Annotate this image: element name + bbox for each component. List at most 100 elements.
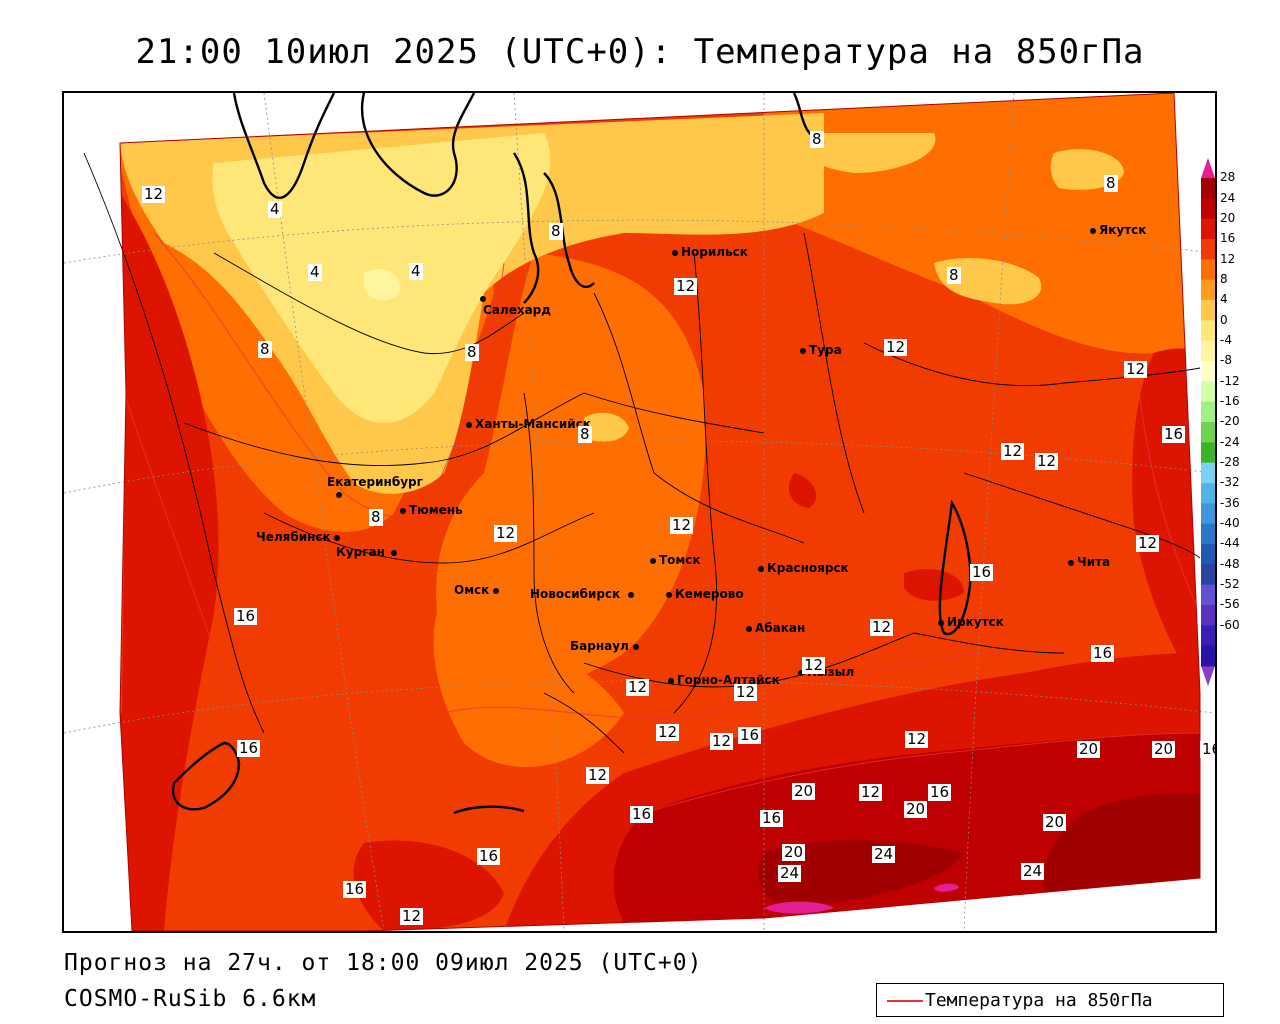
- scale-swatch: [1201, 300, 1215, 321]
- scale-swatch: [1201, 178, 1215, 199]
- contour-label: 16: [760, 809, 784, 827]
- scale-swatch: [1201, 422, 1215, 443]
- scale-swatch: [1201, 645, 1215, 667]
- contour-label: 24: [872, 845, 896, 863]
- scale-label: -40: [1220, 516, 1240, 530]
- scale-swatch: [1201, 239, 1215, 260]
- zone-16-20: [120, 193, 219, 931]
- zone-4-8-hm: [584, 412, 629, 442]
- contour-label: 8: [578, 425, 592, 443]
- scale-label: -36: [1220, 495, 1240, 510]
- contour-label: 12: [710, 732, 734, 750]
- city-khanty-mansiysk: Ханты-Мансийск: [466, 417, 591, 431]
- contour-label: 4: [308, 263, 322, 281]
- scale-swatch: [1201, 625, 1215, 647]
- zone-above-28: [764, 901, 834, 914]
- scale-label: 28: [1220, 170, 1236, 185]
- scale-swatch: [1201, 198, 1215, 220]
- zone-24-28-east: [1043, 793, 1200, 893]
- scale-swatch: [1201, 279, 1215, 301]
- scale-label: 20: [1220, 211, 1236, 225]
- scale-label: -28: [1220, 455, 1240, 469]
- zone-8-12: [436, 253, 706, 691]
- contour-label: 4: [268, 200, 282, 218]
- admin-boundaries: [83, 152, 1201, 754]
- line-legend: Температура на 850гПа: [876, 983, 1224, 1017]
- city-tomsk: Томск: [650, 553, 701, 567]
- scale-label: -16: [1220, 394, 1240, 408]
- city-salekhard: Салехард: [480, 291, 557, 317]
- contour-label: 12: [670, 516, 694, 534]
- scale-label: -8: [1220, 353, 1232, 368]
- contour-label: 16: [234, 607, 258, 625]
- map-canvas: [64, 93, 1215, 931]
- contour-label: 12: [656, 723, 680, 741]
- contour-label: 20: [1043, 813, 1067, 831]
- scale-label: -52: [1220, 577, 1240, 591]
- contour-label: 20: [904, 800, 928, 818]
- city-gorno-altaysk: Горно-Алтайск: [668, 673, 780, 687]
- contour-label: 20: [1077, 740, 1101, 758]
- contour-label: 12: [802, 656, 826, 674]
- scale-label: -44: [1220, 536, 1240, 551]
- scale-swatch: [1201, 523, 1215, 545]
- contour-label: 12: [870, 618, 894, 636]
- scale-label: -56: [1220, 597, 1240, 612]
- scale-label: -24: [1220, 434, 1240, 449]
- contour-label: 16: [237, 739, 261, 757]
- contour-label: 12: [1001, 442, 1025, 460]
- scale-swatch: [1201, 483, 1215, 504]
- contour-label: 12: [626, 678, 650, 696]
- contour-label: 12: [586, 766, 610, 784]
- zone-16-20-small2: [904, 569, 964, 601]
- scale-swatch: [1201, 462, 1215, 484]
- zone-16-20-sw: [353, 840, 504, 931]
- contour-label: 16: [970, 563, 994, 581]
- city-yakutsk: Якутск: [1090, 223, 1146, 237]
- color-scale-bar: [1201, 158, 1215, 686]
- scale-label: -60: [1220, 617, 1240, 632]
- city-barnaul: Барнаул: [570, 639, 642, 653]
- contour-label: 16: [477, 847, 501, 865]
- contour-label: 12: [884, 338, 908, 356]
- isotherm-lines: [123, 232, 1200, 814]
- scale-swatch: [1201, 544, 1215, 565]
- temperature-map[interactable]: Салехард Норильск Якутск Тура Ханты-Манс…: [62, 91, 1217, 933]
- scale-swatch: [1201, 442, 1215, 464]
- legend-line-label: Температура на 850гПа: [925, 990, 1153, 1011]
- contour-label: 16: [1091, 644, 1115, 662]
- scale-swatch: [1201, 503, 1215, 525]
- legend-line-sample: [887, 1000, 923, 1002]
- scale-swatch: [1201, 320, 1215, 342]
- contour-label: 12: [142, 185, 166, 203]
- scale-label: 8: [1220, 272, 1228, 286]
- contour-label: 8: [465, 343, 479, 361]
- zone-16-20-small1: [789, 473, 817, 508]
- scale-label: -32: [1220, 475, 1240, 490]
- contour-label: 12: [1136, 534, 1160, 552]
- contour-label: 12: [674, 277, 698, 295]
- zone-4-8-tura: [934, 258, 1042, 305]
- scale-label: -20: [1220, 414, 1240, 429]
- scale-bottom-arrow: [1201, 666, 1215, 686]
- city-norilsk: Норильск: [672, 245, 748, 259]
- contour-label: 16: [630, 805, 654, 823]
- contour-label: 8: [258, 340, 272, 358]
- contour-label: 8: [947, 266, 961, 284]
- scale-label: 0: [1220, 312, 1228, 327]
- contour-label: 20: [792, 782, 816, 800]
- scale-label: -4: [1220, 333, 1232, 347]
- scale-swatch: [1201, 605, 1215, 626]
- scale-swatch: [1201, 340, 1215, 362]
- scale-swatch: [1201, 361, 1215, 382]
- model-name: COSMO-RuSib 6.6км: [64, 986, 317, 1012]
- scale-top-arrow: [1201, 158, 1215, 178]
- contour-label: 12: [905, 730, 929, 748]
- contour-label: 16: [928, 783, 952, 801]
- contour-label: 4: [409, 262, 423, 280]
- domain-outline: [119, 93, 1201, 931]
- contour-label: 20: [782, 843, 806, 861]
- contour-label: 12: [734, 683, 758, 701]
- scale-swatch: [1201, 564, 1215, 586]
- forecast-info: Прогноз на 27ч. от 18:00 09июл 2025 (UTC…: [64, 950, 703, 976]
